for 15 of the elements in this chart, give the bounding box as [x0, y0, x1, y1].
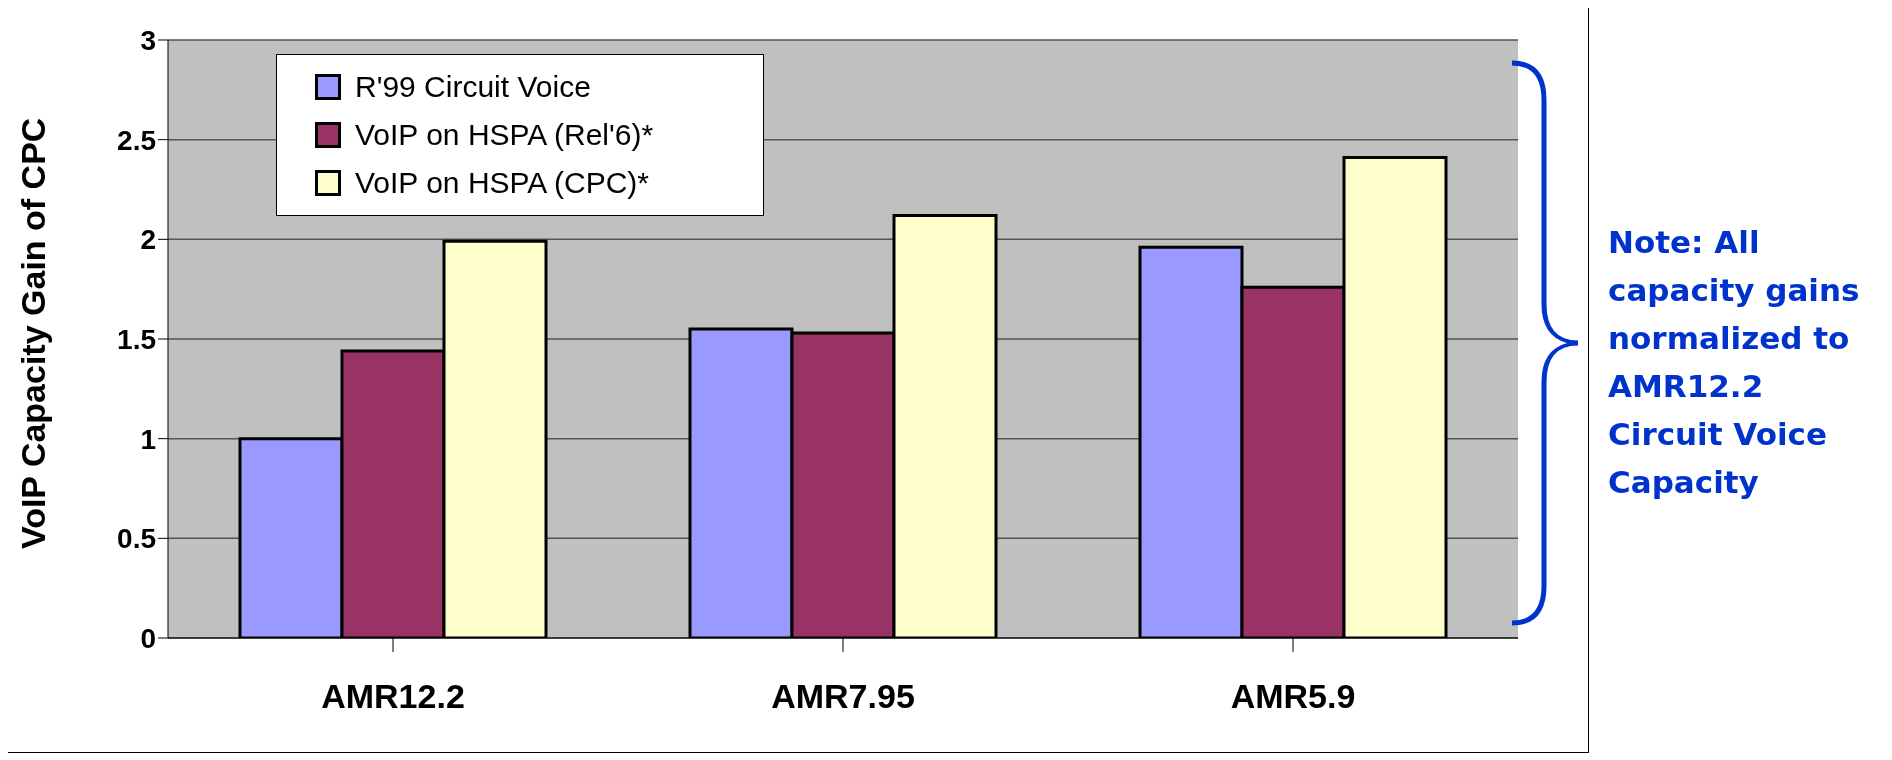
y-tick-label: 0: [140, 622, 156, 654]
legend-label: R'99 Circuit Voice: [355, 69, 591, 105]
text: Note: All capacity gains normalized to AMR12.2 Circuit Voice Capacity: [1608, 223, 1861, 502]
y-tick-label: 0.5: [117, 523, 156, 555]
legend-label: VoIP on HSPA (CPC)*: [355, 165, 650, 201]
y-tick-label: 2.5: [117, 124, 156, 156]
x-tick-label: AMR5.9: [1230, 677, 1356, 716]
y-tick-label: 3: [140, 24, 156, 56]
x-tick-label: AMR7.95: [771, 677, 915, 716]
y-tick-label: 1.5: [117, 323, 156, 355]
y-tick-label: 2: [140, 224, 156, 256]
legend-label: VoIP on HSPA (Rel'6)*: [355, 117, 654, 153]
y-tick-label: 1: [140, 423, 156, 455]
x-tick-label: AMR12.2: [321, 677, 465, 716]
y-axis-title: VoIP Capacity Gain of CPC: [14, 117, 53, 549]
